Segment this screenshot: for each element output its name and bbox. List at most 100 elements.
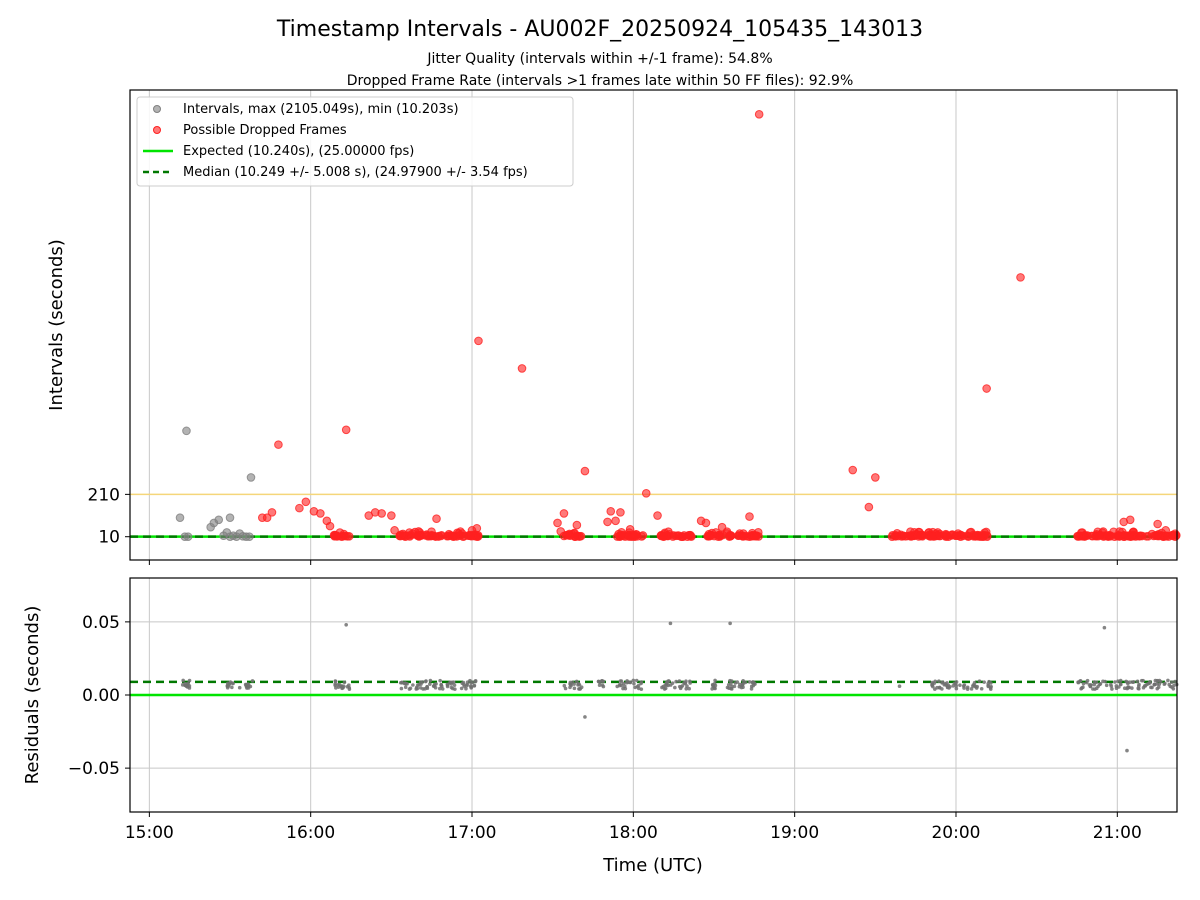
dropped-frame-point [316, 509, 325, 518]
interval-point [183, 532, 193, 542]
dropped-frame-point [341, 425, 351, 435]
residual-point [621, 681, 626, 686]
dropped-frame-point [262, 513, 272, 522]
dropped-frame-point [580, 466, 590, 476]
residual-point [684, 686, 689, 691]
residual-point [1085, 678, 1090, 683]
residual-point [344, 623, 348, 627]
residual-point [250, 679, 255, 683]
residuals-y-tick-label: 0.00 [82, 686, 120, 706]
residual-point [1173, 679, 1177, 684]
legend-label-expected: Expected (10.240s), (25.00000 fps) [183, 144, 414, 159]
residual-point [1148, 679, 1152, 684]
residual-point [403, 681, 407, 685]
dropped-frame-point [703, 531, 712, 541]
residual-point [668, 621, 673, 626]
residual-point [459, 686, 464, 691]
residual-point [187, 678, 192, 683]
residual-point [945, 681, 949, 685]
residual-point [226, 684, 231, 689]
residual-point [423, 679, 428, 684]
residual-point [1118, 678, 1123, 683]
residual-point [464, 686, 468, 691]
x-axis-label: Time (UTC) [602, 855, 703, 876]
residual-point [741, 685, 745, 690]
residual-point [1104, 683, 1109, 688]
residual-point [403, 685, 408, 690]
chart-title: Timestamp Intervals - AU002F_20250924_10… [276, 17, 923, 42]
intervals-panel: 10 210 Intervals (seconds) Intervals, max… [46, 89, 1181, 565]
dropped-frame-point [606, 507, 616, 516]
residual-point [425, 685, 429, 689]
residual-point [577, 683, 582, 687]
residual-point [713, 683, 718, 688]
residual-point [574, 679, 579, 684]
residual-point [334, 686, 338, 690]
residual-point [468, 678, 472, 683]
interval-point [225, 513, 235, 522]
dropped-frame-point [457, 529, 467, 538]
interval-point [214, 515, 224, 525]
residual-point [244, 682, 248, 687]
legend-box [136, 96, 574, 187]
intervals-y-label: Intervals (seconds) [46, 239, 67, 411]
residual-point [1102, 625, 1107, 630]
residual-point [933, 687, 937, 691]
residual-point [1149, 685, 1153, 690]
residual-point [665, 681, 669, 685]
residual-point [735, 680, 740, 684]
residual-point [1096, 684, 1100, 689]
dropped-frame-point [472, 523, 482, 533]
dropped-frame-point [572, 520, 582, 530]
residual-point [1109, 684, 1114, 688]
dropped-frame-point [343, 532, 352, 541]
residual-point [937, 679, 941, 683]
residual-point [1079, 686, 1083, 691]
residual-point [1169, 680, 1174, 685]
residual-point [710, 682, 715, 687]
residual-point [958, 683, 962, 687]
intervals-y-tick-label: 10 [98, 528, 120, 548]
residual-point [713, 686, 717, 691]
dropped-frame-point [1016, 273, 1025, 282]
residual-point [729, 679, 734, 683]
dropped-frame-point [517, 364, 527, 373]
dropped-frame-point [1082, 531, 1092, 540]
dropped-frame-point [625, 525, 635, 534]
residual-point [1130, 686, 1134, 690]
residual-point [931, 684, 935, 689]
residual-point [1130, 680, 1135, 684]
residuals-panel: −0.05 0.00 0.05 15:00 16:00 17:00 18:00 19:00 2… [22, 577, 1179, 876]
residual-point [400, 680, 404, 685]
dropped-frame-point [387, 511, 396, 520]
residual-point [583, 715, 587, 719]
dropped-frame-point [295, 503, 304, 513]
legend-label-intervals: Intervals, max (2105.049s), min (10.203s… [183, 102, 459, 117]
dropped-frame-point [745, 512, 754, 521]
residual-point [1156, 685, 1161, 690]
residual-point [597, 683, 602, 688]
residual-point [747, 680, 752, 684]
residual-point [1152, 682, 1156, 687]
dropped-frame-point [447, 531, 456, 540]
intervals-x-ticks [148, 560, 1118, 565]
residual-point [634, 678, 639, 683]
residual-point [1135, 679, 1140, 684]
residual-point [1166, 678, 1170, 683]
residuals-x-tick-label: 15:00 [125, 823, 174, 843]
residual-point [333, 679, 338, 683]
residual-point [688, 681, 692, 685]
residual-point [954, 680, 959, 684]
residual-point [1113, 680, 1117, 684]
dropped-frame-point [1126, 532, 1136, 541]
residual-point [439, 682, 444, 687]
legend-label-dropped: Possible Dropped Frames [183, 123, 347, 138]
residual-point [428, 682, 432, 686]
residual-point [683, 681, 688, 685]
intervals-points [175, 110, 1181, 542]
residuals-y-ticks: −0.05 0.00 0.05 [68, 613, 130, 779]
residual-point [563, 686, 568, 691]
intervals-reference-lines [130, 493, 1177, 538]
residual-point [1088, 683, 1093, 687]
residuals-x-tick-label: 20:00 [931, 823, 980, 843]
